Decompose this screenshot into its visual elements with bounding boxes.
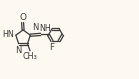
Text: NH: NH — [39, 24, 51, 33]
Text: N: N — [15, 46, 21, 55]
Text: O: O — [19, 13, 26, 22]
Text: HN: HN — [2, 30, 14, 39]
Text: CH₃: CH₃ — [23, 52, 38, 61]
Text: F: F — [49, 43, 54, 52]
Text: N: N — [32, 23, 39, 32]
